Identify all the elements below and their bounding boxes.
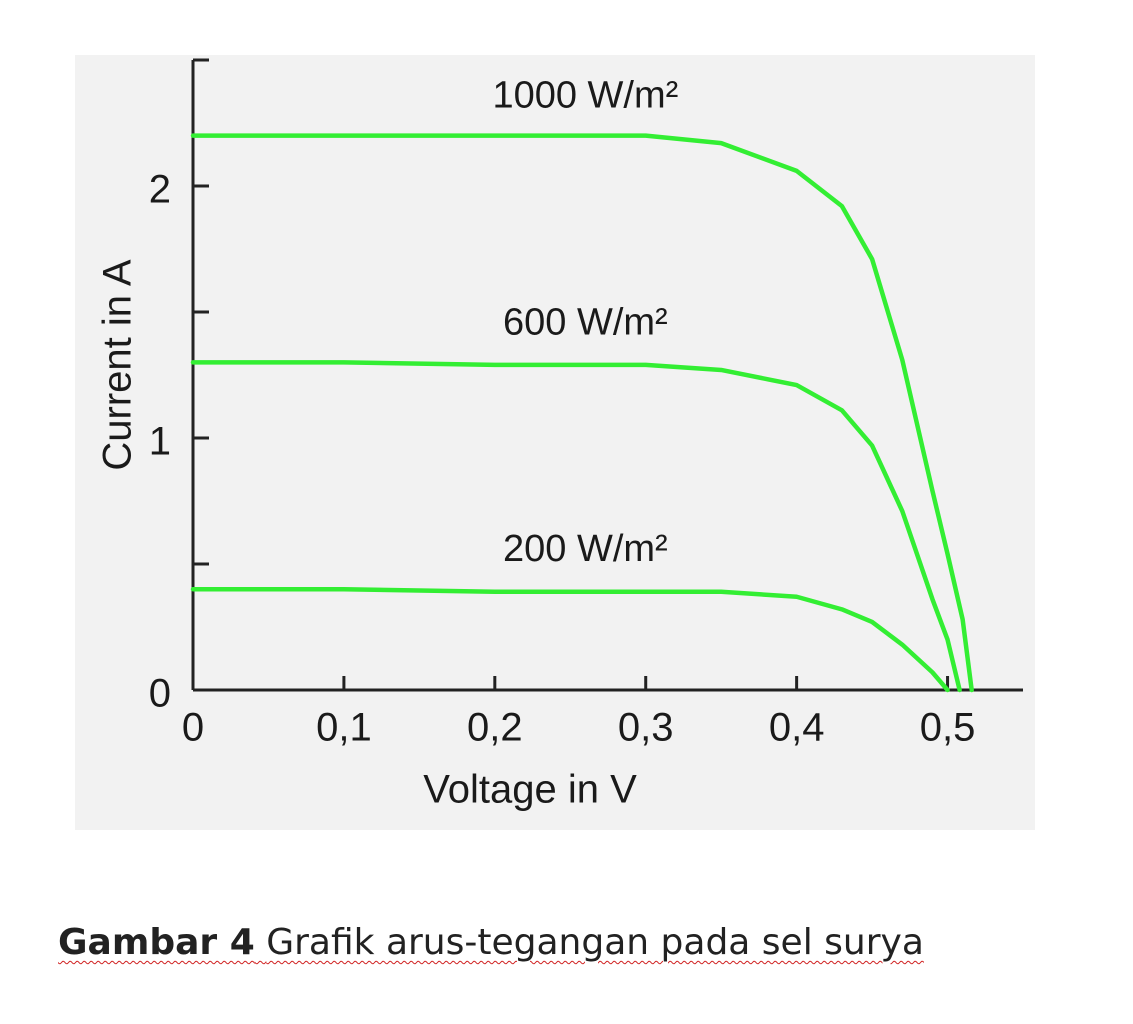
y-tick-label: 2 — [149, 168, 171, 212]
series-line — [190, 133, 974, 693]
x-tick-label: 0,1 — [316, 706, 372, 750]
x-tick-label: 0,5 — [920, 706, 976, 750]
caption-text: Grafik arus-tegangan pada sel surya — [266, 922, 924, 963]
x-tick-label: 0 — [182, 706, 204, 750]
x-tick-label: 0,4 — [769, 706, 825, 750]
series-line — [190, 586, 950, 693]
x-tick-label: 0,3 — [618, 706, 674, 750]
caption-label: Gambar 4 — [58, 922, 255, 963]
x-axis-label: Voltage in V — [423, 768, 637, 812]
series-label: 1000 W/m² — [492, 75, 678, 117]
chart-background — [75, 55, 1035, 830]
y-axis-label: Current in A — [96, 259, 140, 471]
y-tick-label: 0 — [149, 672, 171, 716]
y-tick-label: 1 — [149, 420, 171, 464]
series-label: 200 W/m² — [503, 528, 668, 570]
caption: Gambar 4 Grafik arus-tegangan pada sel s… — [58, 922, 924, 963]
chart: Voltage in V Current in A 0 0,1 0,2 0,3 0,4 0… — [75, 55, 1035, 830]
series-line — [190, 360, 962, 693]
x-tick-label: 0,2 — [467, 706, 523, 750]
series-label: 600 W/m² — [503, 301, 668, 343]
